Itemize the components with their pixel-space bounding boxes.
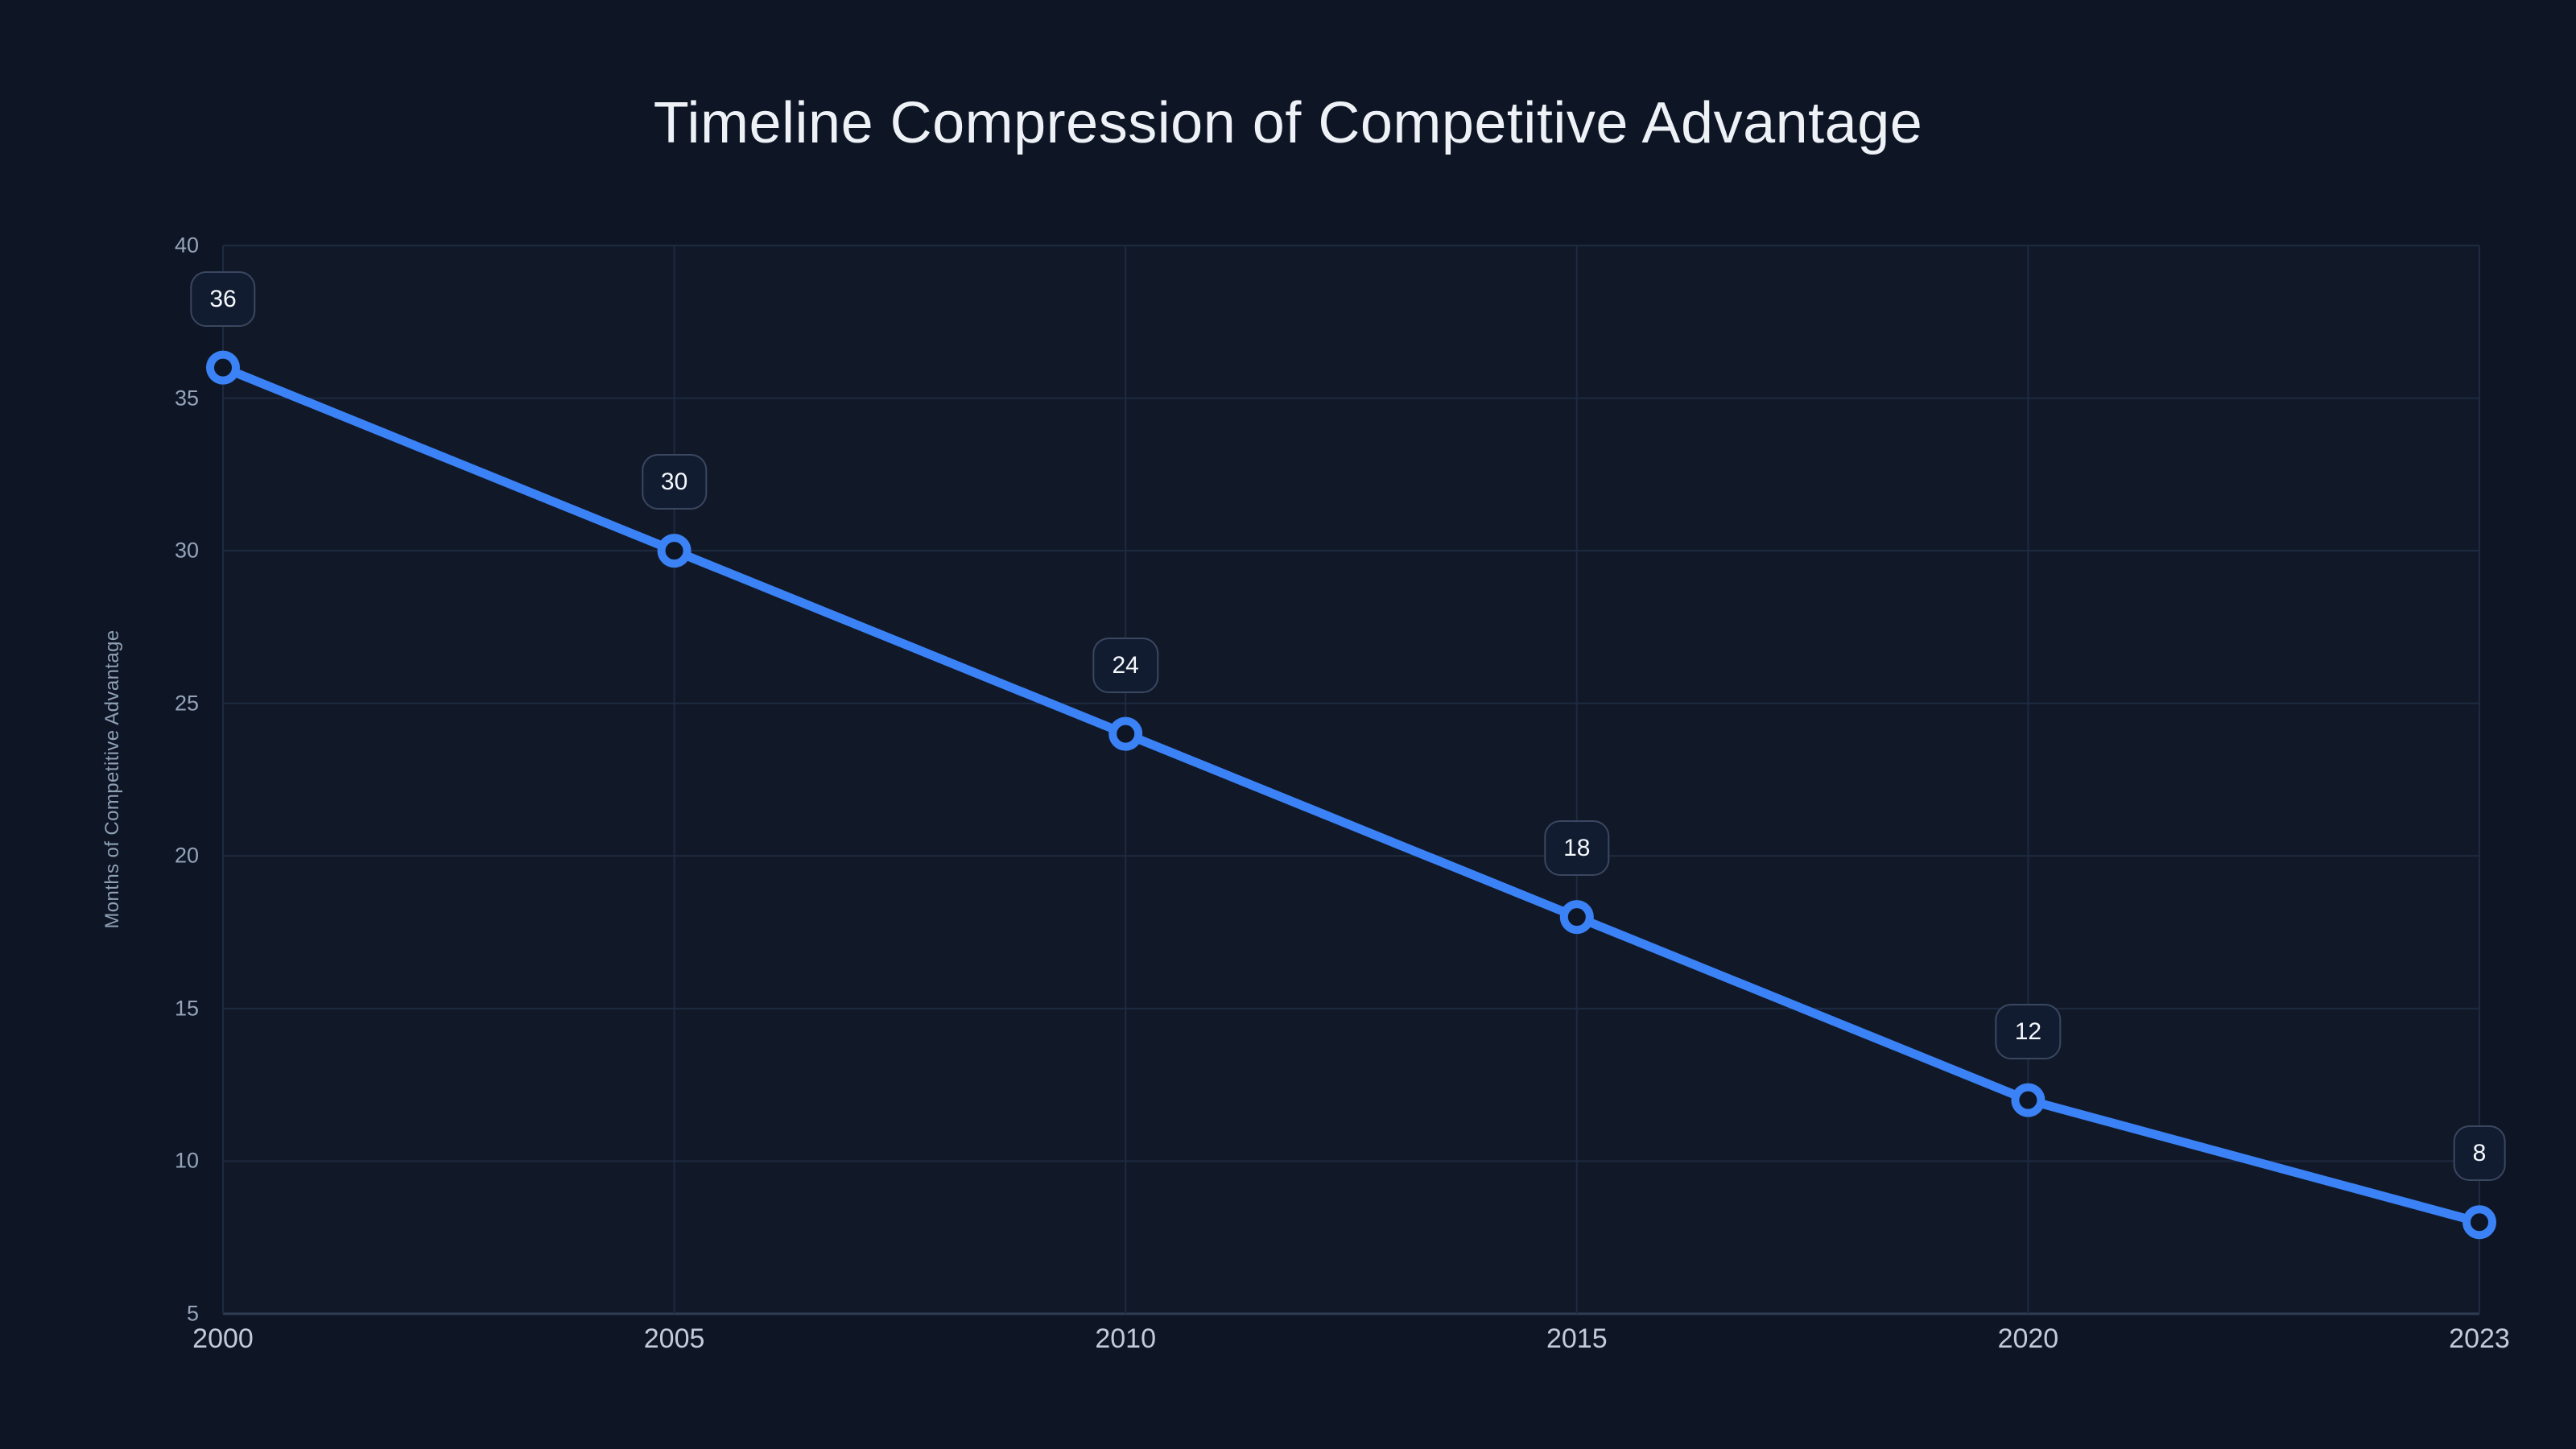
- series-line: [218, 363, 2484, 1227]
- y-tick-label: 35: [174, 386, 199, 411]
- data-point-marker[interactable]: [2462, 1205, 2496, 1240]
- y-tick-label: 5: [186, 1301, 199, 1326]
- data-label-badge: 24: [1092, 637, 1158, 693]
- data-point-marker[interactable]: [657, 534, 691, 568]
- data-point-marker[interactable]: [1559, 900, 1594, 935]
- x-tick-label: 2020: [1997, 1323, 2059, 1354]
- y-tick-label: 15: [174, 996, 199, 1021]
- y-tick-label: 10: [174, 1148, 199, 1173]
- y-tick-label: 25: [174, 691, 199, 716]
- data-point-marker[interactable]: [1108, 716, 1143, 751]
- plot-area: [223, 246, 2479, 1314]
- data-point-marker[interactable]: [2011, 1083, 2046, 1117]
- x-tick-label: 2023: [2449, 1323, 2510, 1354]
- data-label-badge: 30: [641, 454, 708, 510]
- y-tick-label: 40: [174, 233, 199, 258]
- data-label-badge: 8: [2453, 1125, 2506, 1182]
- data-label-badge: 12: [1995, 1003, 2062, 1059]
- x-tick-label: 2000: [192, 1323, 254, 1354]
- x-tick-label: 2005: [643, 1323, 705, 1354]
- chart-title: Timeline Compression of Competitive Adva…: [653, 91, 1923, 155]
- x-tick-label: 2015: [1546, 1323, 1608, 1354]
- y-tick-label: 20: [174, 843, 199, 868]
- data-point-marker[interactable]: [206, 350, 240, 385]
- data-label-badge: 18: [1544, 820, 1610, 877]
- x-tick-label: 2010: [1095, 1323, 1157, 1354]
- data-label-badge: 36: [190, 270, 256, 327]
- y-tick-label: 30: [174, 538, 199, 563]
